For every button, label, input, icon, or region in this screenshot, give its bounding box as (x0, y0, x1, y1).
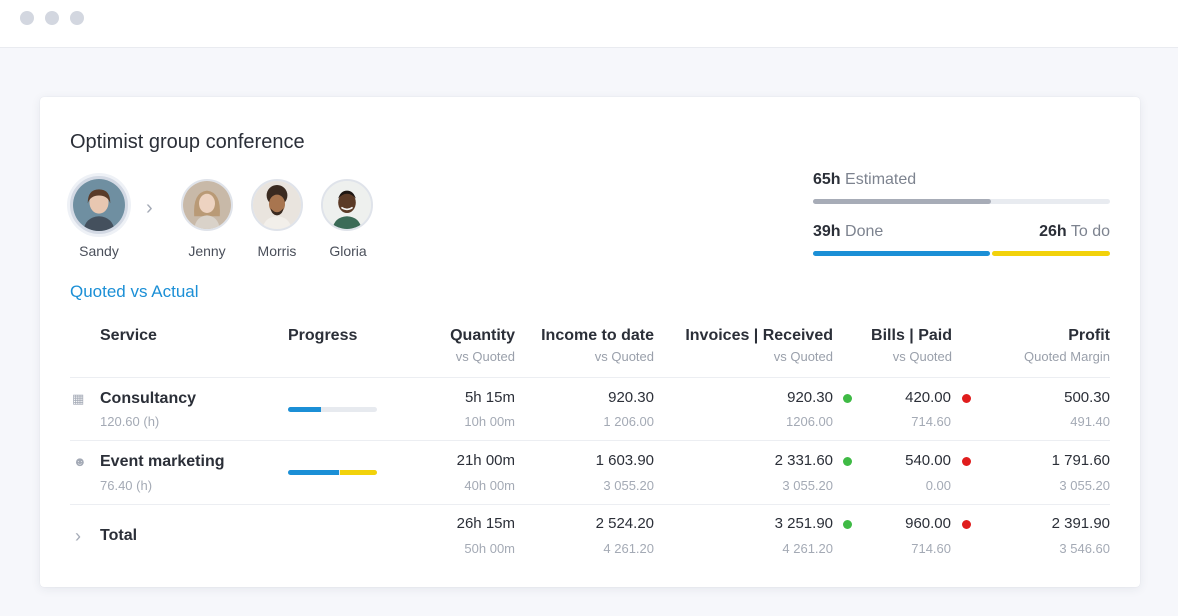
header-bills: Bills | Paid (871, 327, 952, 344)
todo-summary: 26h To do (910, 223, 1110, 241)
total-bills: 960.00 (905, 515, 951, 532)
bills-quoted: 714.60 (911, 414, 951, 429)
todo-label: To do (1070, 223, 1110, 240)
progress-bar (288, 470, 377, 475)
quantity-quoted: 10h 00m (464, 414, 515, 429)
building-icon: ▦ (72, 391, 85, 406)
chevron-right-icon: › (146, 197, 153, 219)
income-value: 1 603.90 (595, 452, 654, 469)
window-maximize-dot[interactable] (70, 11, 84, 25)
header-invoices-sub: vs Quoted (773, 349, 833, 364)
bills-quoted: 0.00 (925, 478, 951, 493)
avatar-morris[interactable] (251, 179, 303, 231)
done-value: 39h (813, 223, 841, 240)
done-bar (813, 251, 990, 256)
profit-value: 1 791.60 (1051, 452, 1110, 469)
total-invoices-quoted: 4 261.20 (782, 541, 833, 556)
income-quoted: 1 206.00 (603, 414, 654, 429)
avatar-label-gloria: Gloria (329, 243, 367, 259)
project-title: Optimist group conference (70, 131, 305, 153)
profit-value: 500.30 (1064, 389, 1110, 406)
total-profit-quoted: 3 546.60 (1059, 541, 1110, 556)
progress-bar-todo (339, 470, 377, 475)
total-income: 2 524.20 (595, 515, 654, 532)
avatar-label-jenny: Jenny (188, 243, 226, 259)
estimated-label: Estimated (845, 171, 917, 188)
bills-value: 540.00 (905, 452, 951, 469)
person-icon: ☻ (73, 454, 87, 469)
section-title-quoted-vs-actual[interactable]: Quoted vs Actual (70, 282, 199, 301)
chevron-right-icon[interactable]: › (75, 526, 81, 546)
avatar-label-morris: Morris (257, 243, 297, 259)
profit-quoted: 3 055.20 (1059, 478, 1110, 493)
header-income-sub: vs Quoted (594, 349, 654, 364)
total-bills-quoted: 714.60 (911, 541, 951, 556)
invoices-quoted: 3 055.20 (782, 478, 833, 493)
total-income-quoted: 4 261.20 (603, 541, 654, 556)
done-label: Done (845, 223, 884, 240)
avatar-sandy-image (73, 179, 125, 231)
window-minimize-dot[interactable] (45, 11, 59, 25)
estimated-value: 65h (813, 171, 841, 188)
invoices-value: 2 331.60 (774, 452, 833, 469)
done-summary: 39h Done (813, 223, 883, 241)
progress-bar-done (288, 470, 339, 475)
todo-value: 26h (1039, 223, 1067, 240)
paid-status-dot (962, 457, 971, 466)
header-income: Income to date (541, 327, 654, 344)
avatar-gloria[interactable] (321, 179, 373, 231)
paid-status-dot (962, 394, 971, 403)
service-rate: 120.60 (h) (100, 414, 160, 429)
received-status-dot (843, 457, 852, 466)
received-status-dot (843, 520, 852, 529)
bills-value: 420.00 (905, 389, 951, 406)
header-profit-sub: Quoted Margin (1024, 349, 1110, 364)
total-quantity: 26h 15m (456, 515, 515, 532)
total-quantity-quoted: 50h 00m (464, 541, 515, 556)
estimated-summary: 65h Estimated (813, 171, 916, 189)
invoices-quoted: 1206.00 (786, 414, 833, 429)
income-quoted: 3 055.20 (603, 478, 654, 493)
header-service: Service (100, 327, 157, 344)
profit-quoted: 491.40 (1070, 414, 1110, 429)
invoices-value: 920.30 (787, 389, 833, 406)
project-card: Optimist group conference Sandy › Jenny … (40, 97, 1140, 587)
header-invoices: Invoices | Received (685, 327, 833, 344)
table-divider (70, 377, 1110, 378)
service-name: Consultancy (100, 390, 197, 407)
estimated-bar (813, 199, 991, 204)
quantity-value: 21h 00m (456, 452, 515, 469)
avatar-morris-image (253, 181, 301, 229)
header-progress: Progress (288, 327, 358, 344)
header-quantity-sub: vs Quoted (455, 349, 515, 364)
header-quantity: Quantity (450, 327, 515, 344)
service-rate: 76.40 (h) (100, 478, 153, 493)
avatar-jenny[interactable] (181, 179, 233, 231)
service-name: Event marketing (100, 453, 225, 470)
paid-status-dot (962, 520, 971, 529)
total-invoices: 3 251.90 (774, 515, 833, 532)
todo-bar (992, 251, 1110, 256)
header-profit: Profit (1068, 327, 1110, 344)
table-divider (70, 504, 1110, 505)
window-close-dot[interactable] (20, 11, 34, 25)
income-value: 920.30 (608, 389, 654, 406)
quantity-quoted: 40h 00m (464, 478, 515, 493)
window-titlebar (0, 0, 1178, 48)
progress-bar (288, 407, 377, 412)
header-bills-sub: vs Quoted (892, 349, 952, 364)
progress-bar-done (288, 407, 321, 412)
received-status-dot (843, 394, 852, 403)
total-label: Total (100, 527, 138, 544)
avatar-jenny-image (183, 181, 231, 229)
avatar-label-sandy: Sandy (79, 243, 119, 259)
total-profit: 2 391.90 (1051, 515, 1110, 532)
avatar-sandy[interactable] (70, 176, 128, 234)
table-divider (70, 440, 1110, 441)
avatar-gloria-image (323, 181, 371, 229)
quantity-value: 5h 15m (464, 389, 515, 406)
